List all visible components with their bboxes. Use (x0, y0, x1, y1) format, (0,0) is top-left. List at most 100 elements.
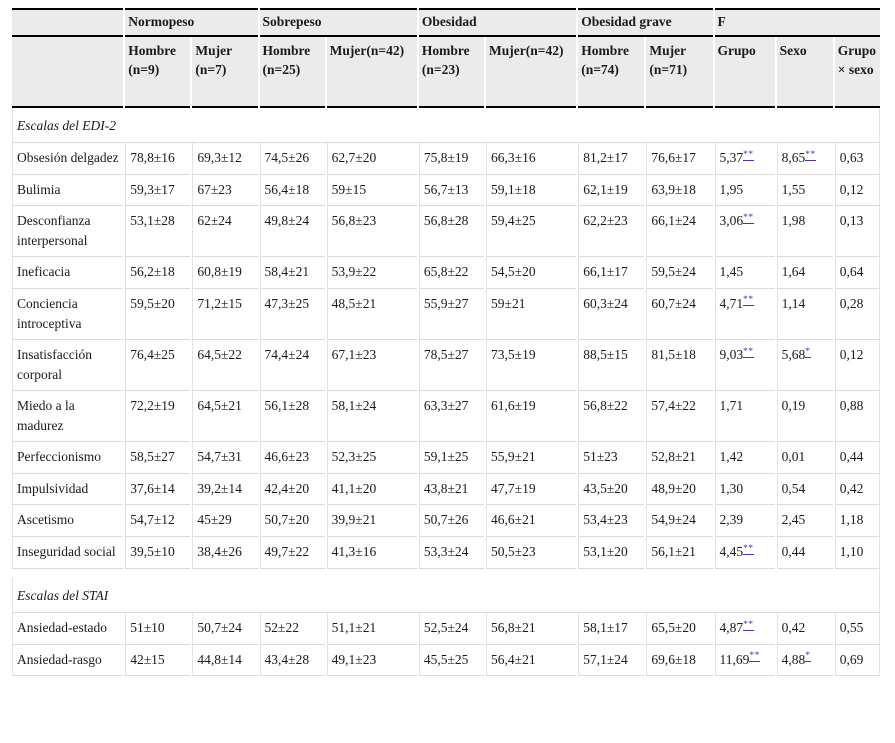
cell-value: 8,65 (781, 150, 806, 166)
value-cell: 59,1±25 (418, 442, 485, 474)
value-cell: 5,37** (714, 143, 775, 175)
value-cell: 58,1±24 (326, 391, 417, 443)
value-cell: 56,2±18 (125, 257, 191, 289)
row-label: Conciencia introceptiva (12, 288, 124, 341)
value-cell: 1,18 (834, 505, 880, 537)
significance-link[interactable]: ** (743, 149, 754, 165)
value-cell: 56,8±28 (418, 206, 485, 258)
column-header-hombre-n-23: Hombre (n=23) (418, 36, 485, 108)
section-row-escalas-del-edi-2: Escalas del EDI-2 (12, 107, 880, 144)
significance-link[interactable]: ** (743, 295, 754, 311)
significance-link[interactable]: ** (743, 619, 754, 635)
row-label: Ansiedad-estado (12, 613, 124, 645)
value-cell: 58,4±21 (259, 257, 325, 289)
value-cell: 62,1±19 (578, 174, 645, 207)
significance-link[interactable]: * (805, 651, 811, 667)
value-cell: 1,10 (834, 537, 880, 569)
table-row-conciencia-introceptiva: Conciencia introceptiva 59,5±20 71,2±15 47,… (12, 288, 880, 341)
table-row-ansiedad-rasgo: Ansiedad-rasgo 42±15 44,8±14 43,4±28 49,1±23… (12, 644, 880, 677)
group-header-f: F (714, 8, 880, 37)
cell-value: 4,87 (719, 620, 744, 636)
value-cell: 60,3±24 (578, 288, 645, 341)
table-body: Escalas del EDI-2 Obsesión delgadez 78,8±1… (12, 107, 880, 677)
value-cell: 46,6±23 (259, 442, 325, 474)
table-row-desconfianza-interpersonal: Desconfianza interpersonal 53,1±28 62±24 49… (12, 206, 880, 258)
value-cell: 50,7±24 (192, 613, 258, 645)
significance-link[interactable]: * (805, 346, 811, 362)
column-header-mujer-n-42: Mujer(n=42) (486, 36, 577, 108)
significance-link[interactable]: ** (743, 543, 754, 559)
value-cell: 0,42 (834, 473, 880, 506)
value-cell: 75,8±19 (418, 143, 485, 175)
column-header-mujer-n-7: Mujer (n=7) (192, 36, 258, 108)
value-cell: 50,7±26 (418, 505, 485, 537)
value-cell: 66,1±17 (578, 257, 645, 289)
value-cell: 66,1±24 (646, 206, 713, 258)
row-label: Impulsividad (12, 473, 124, 506)
value-cell: 60,7±24 (646, 288, 713, 341)
value-cell: 56,1±28 (259, 391, 325, 443)
value-cell: 49,1±23 (326, 644, 417, 677)
value-cell: 49,8±24 (259, 206, 325, 258)
table-row-perfeccionismo: Perfeccionismo 58,5±27 54,7±31 46,6±23 52,3±… (12, 442, 880, 474)
value-cell: 74,5±26 (259, 143, 325, 175)
value-cell: 78,5±27 (418, 340, 485, 392)
value-cell: 65,8±22 (418, 257, 485, 289)
significance-link[interactable]: ** (743, 212, 754, 228)
value-cell: 0,01 (776, 442, 833, 474)
value-cell: 54,5±20 (486, 257, 577, 289)
value-cell: 9,03** (714, 340, 775, 392)
value-cell: 45±29 (192, 505, 258, 537)
value-cell: 56,8±21 (486, 613, 577, 645)
value-cell: 54,7±31 (192, 442, 258, 474)
significance-link[interactable]: ** (805, 149, 816, 165)
value-cell: 72,2±19 (125, 391, 191, 443)
value-cell: 0,19 (776, 391, 833, 443)
value-cell: 81,5±18 (646, 340, 713, 392)
value-cell: 1,42 (714, 442, 775, 474)
value-cell: 63,3±27 (418, 391, 485, 443)
value-cell: 58,5±27 (125, 442, 191, 474)
value-cell: 0,44 (834, 442, 880, 474)
corner-cell-2 (12, 36, 124, 108)
value-cell: 56,4±18 (259, 174, 325, 207)
table-row-insatisfaccion-corporal: Insatisfacción corporal 76,4±25 64,5±22 74,… (12, 340, 880, 392)
value-cell: 64,5±21 (192, 391, 258, 443)
value-cell: 0,64 (834, 257, 880, 289)
value-cell: 67±23 (192, 174, 258, 207)
value-cell: 1,30 (714, 473, 775, 506)
table-row-ascetismo: Ascetismo 54,7±12 45±29 50,7±20 39,9±21 50,7±… (12, 505, 880, 537)
value-cell: 3,06** (714, 206, 775, 258)
value-cell: 53,1±28 (125, 206, 191, 258)
value-cell: 52,3±25 (326, 442, 417, 474)
significance-link[interactable]: ** (749, 651, 760, 667)
table-row-ansiedad-estado: Ansiedad-estado 51±10 50,7±24 52±22 51,1±21 5… (12, 613, 880, 645)
value-cell: 61,6±19 (486, 391, 577, 443)
row-label: Obsesión delgadez (12, 143, 124, 175)
value-cell: 2,45 (776, 505, 833, 537)
value-cell: 48,9±20 (646, 473, 713, 506)
value-cell: 39,2±14 (192, 473, 258, 506)
value-cell: 43,5±20 (578, 473, 645, 506)
value-cell: 69,6±18 (646, 644, 713, 677)
spacer-cell (12, 568, 880, 578)
value-cell: 54,7±12 (125, 505, 191, 537)
column-header-sexo: Sexo (776, 36, 833, 108)
significance-asterisks: ** (749, 651, 760, 663)
column-header-row: Hombre (n=9) Mujer (n=7) Hombre (n=25) Muje… (12, 36, 880, 108)
table-header: Normopeso Sobrepeso Obesidad Obesidad grave… (12, 8, 880, 108)
value-cell: 59,1±18 (486, 174, 577, 207)
column-header-grupo: Grupo (714, 36, 775, 108)
value-cell: 1,45 (714, 257, 775, 289)
value-cell: 88,5±15 (578, 340, 645, 392)
value-cell: 43,8±21 (418, 473, 485, 506)
value-cell: 73,5±19 (486, 340, 577, 392)
value-cell: 59,5±24 (646, 257, 713, 289)
value-cell: 39,9±21 (326, 505, 417, 537)
value-cell: 0,28 (834, 288, 880, 341)
value-cell: 45,5±25 (418, 644, 485, 677)
table-row-miedo-a-la-madurez: Miedo a la madurez 72,2±19 64,5±21 56,1±28 5… (12, 391, 880, 443)
significance-link[interactable]: ** (743, 346, 754, 362)
value-cell: 5,68* (776, 340, 833, 392)
value-cell: 66,3±16 (486, 143, 577, 175)
